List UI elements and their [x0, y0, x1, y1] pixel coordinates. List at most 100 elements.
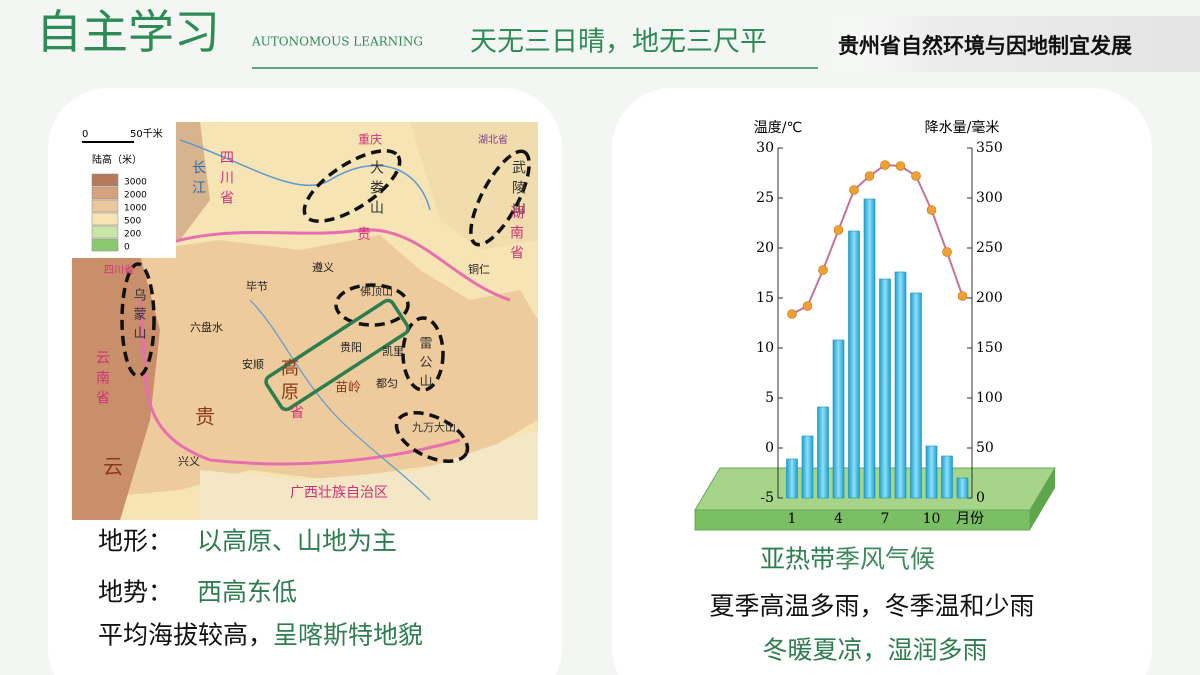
y-tick-label: 30 — [756, 140, 774, 156]
legend-level: 200 — [124, 230, 141, 240]
y2-tick-label: 200 — [976, 290, 1003, 306]
y2-tick-label: 50 — [976, 440, 994, 456]
y-tick-label: 10 — [756, 340, 774, 356]
map-label: 九万大山 — [412, 420, 456, 434]
south-area — [200, 430, 538, 520]
y2-axis-label: 降水量/毫米 — [925, 119, 1000, 136]
topic-band — [818, 16, 1200, 72]
temp-point — [802, 301, 813, 311]
temp-point — [818, 265, 828, 275]
temp-point — [942, 247, 952, 257]
map-label: 云南省 — [94, 350, 110, 410]
map-label: 毕节 — [246, 280, 268, 293]
legend-swatch — [91, 186, 119, 200]
x-tick-label: 1 — [788, 511, 797, 527]
precip-bar — [817, 406, 829, 499]
note-text: 夏季高温多雨，冬季温和少雨 — [709, 592, 1034, 621]
scale-zero: 0 — [82, 129, 88, 140]
note-label: 地势： — [98, 578, 173, 607]
plateau-outline — [264, 298, 410, 412]
topic: 贵州省自然环境与因地制宜发展 — [838, 34, 1132, 58]
legend-level: 1000 — [124, 204, 147, 214]
map-label: 重庆 — [358, 133, 382, 147]
x-axis-label: 月份 — [956, 511, 984, 527]
map-label: 广西壮族自治区 — [290, 485, 388, 501]
legend-level: 2000 — [124, 191, 147, 201]
map-label: 武陵山 — [510, 160, 526, 220]
map-label: 湖南省 — [508, 205, 524, 265]
note-label: 平均海拔较高， — [98, 621, 273, 650]
map-label: 苗岭 — [335, 381, 361, 396]
climate-chart: 温度/℃ 降水量/毫米-50510152025300501001502002503… — [754, 119, 1003, 527]
y2-tick-label: 350 — [976, 140, 1003, 156]
chart-platform-side — [1030, 468, 1055, 530]
precip-bar — [848, 230, 860, 499]
y-tick-label: 20 — [756, 240, 774, 256]
legend-swatch — [91, 225, 119, 239]
legend-title: 陆高（米） — [92, 153, 142, 166]
temp-point — [864, 171, 875, 181]
temp-point — [895, 161, 906, 171]
y2-tick-label: 0 — [976, 490, 985, 506]
mountain-outline — [334, 283, 410, 327]
note-text: 季风气候 — [835, 545, 935, 574]
y2-tick-label: 100 — [976, 390, 1003, 406]
map-label: 大娄山 — [368, 160, 384, 220]
subtitle: AUTONOMOUS LEARNING — [251, 35, 423, 49]
temp-point — [880, 160, 890, 170]
note-text: 以高原、山地为主 — [197, 527, 397, 556]
precip-bar — [910, 292, 922, 499]
precip-bar — [941, 455, 953, 499]
precip-bar — [925, 445, 938, 499]
map-label: 贵 — [357, 227, 371, 243]
legend-swatch — [91, 199, 119, 213]
y2-tick-label: 300 — [976, 190, 1003, 206]
precip-bar — [832, 339, 845, 499]
legend-level: 3000 — [124, 178, 147, 188]
slogan: 天无三日晴，地无三尺平 — [470, 27, 767, 58]
title: 自主学习 — [36, 5, 220, 59]
note-text: 呈喀斯特地貌 — [273, 621, 423, 650]
mountain-outline — [401, 316, 445, 392]
mountain-outline — [302, 149, 402, 223]
temp-point — [926, 205, 937, 215]
map-label: 都匀 — [376, 377, 398, 390]
map-label: 湖北省 — [478, 133, 508, 146]
west-highland — [72, 250, 160, 520]
map-label: 遵义 — [312, 260, 334, 274]
map-label: 云 — [103, 455, 123, 479]
map-label: 四川省 — [104, 263, 134, 276]
precip-bar — [956, 477, 969, 499]
river — [249, 299, 431, 501]
temp-point — [911, 171, 921, 181]
scale-distance: 50千米 — [130, 127, 163, 140]
note-text: 冬暖夏凉，湿润多雨 — [762, 636, 987, 665]
y-tick-label: 0 — [765, 440, 774, 456]
x-tick-label: 7 — [881, 511, 890, 527]
precip-bar — [786, 458, 798, 499]
note-label: 地形： — [98, 527, 173, 556]
map-label: 高原 — [278, 358, 299, 406]
border — [149, 228, 511, 302]
precip-bar — [879, 278, 891, 499]
mountain-outline — [469, 149, 531, 247]
mountain-outline — [120, 262, 156, 378]
map-label: 四川省 — [218, 150, 234, 210]
map-label: 铜仁 — [468, 262, 490, 276]
temp-point — [957, 291, 968, 301]
precip-bar — [894, 271, 907, 499]
temp-point — [833, 225, 844, 235]
legend-box — [72, 122, 176, 258]
x-tick-label: 10 — [923, 511, 941, 527]
map-label: 贵 — [195, 405, 215, 429]
map-label: 长江 — [190, 160, 206, 200]
mountain-outline — [394, 411, 470, 463]
map-label: 佛顶山 — [360, 285, 393, 298]
map-label: 乌蒙山 — [131, 287, 147, 345]
temp-line — [791, 163, 964, 315]
map-label: 安顺 — [242, 357, 264, 371]
temp-point — [787, 309, 797, 319]
legend-level: 500 — [124, 217, 141, 227]
